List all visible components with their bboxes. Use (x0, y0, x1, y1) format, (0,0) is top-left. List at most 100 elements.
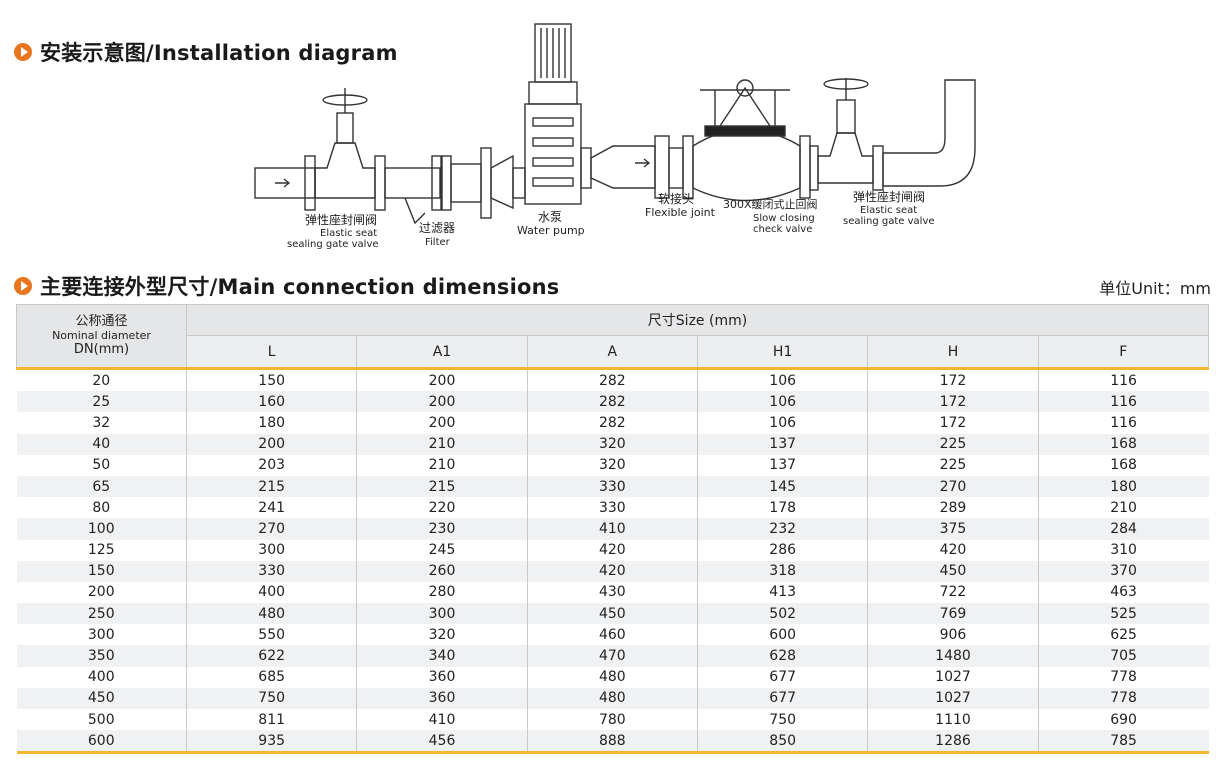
reducer-left (490, 154, 514, 210)
column-header: H (867, 335, 1039, 369)
dimension-cell: 780 (527, 709, 698, 731)
dimension-cell: 286 (697, 539, 869, 561)
dimension-cell: 172 (867, 367, 1039, 392)
installation-diagram: 弹性座封闸阀 Elastic seat sealing gate valve 过… (254, 23, 976, 250)
dimension-cell: 220 (356, 497, 528, 519)
dimension-cell: 310 (1038, 539, 1209, 561)
dimension-cell: 330 (527, 475, 698, 498)
dimension-cell: 1286 (867, 730, 1039, 755)
right-valve-zh: 弹性座封闸阀 (853, 189, 925, 204)
dimension-cell: 550 (186, 624, 358, 646)
dn-cell: 500 (16, 709, 187, 731)
dn-cell: 100 (16, 518, 187, 540)
dimension-cell: 420 (527, 560, 698, 582)
column-header: H1 (696, 335, 869, 369)
dimension-cell: 456 (356, 730, 528, 755)
dimension-cell: 906 (867, 624, 1039, 646)
installation-heading: 安装示意图/Installation diagram (14, 37, 398, 67)
table-row: 125 300 245 420 286 420 310 (16, 539, 1209, 561)
table-row: 100 270 230 410 232 375 284 (16, 518, 1209, 540)
filter-zh: 过滤器 (419, 221, 455, 235)
check-valve-en2: check valve (753, 224, 812, 235)
table-row: 500 811 410 780 750 1110 690 (16, 709, 1209, 731)
dimension-cell: 690 (1038, 709, 1209, 731)
dn-cell: 32 (16, 412, 187, 434)
right-valve-en2: sealing gate valve (843, 216, 935, 227)
dimension-cell: 106 (697, 367, 869, 392)
dimension-cell: 685 (186, 666, 358, 688)
dimension-cell: 168 (1038, 454, 1209, 476)
dimension-cell: 410 (527, 518, 698, 540)
table-row: 350 622 340 470 628 1480 705 (16, 645, 1209, 667)
size-header: 尺寸Size (mm) (186, 304, 1209, 336)
table-row: 65 215 215 330 145 270 180 (16, 475, 1209, 498)
dimension-cell: 203 (186, 454, 358, 476)
dimension-cell: 330 (527, 497, 698, 519)
dn-cell: 125 (16, 539, 187, 561)
dimension-cell: 1027 (867, 666, 1039, 688)
check-valve-zh: 300X缓闭式止回阀 (723, 197, 818, 211)
outlet-elbow (882, 79, 976, 187)
dimension-cell: 225 (867, 433, 1039, 455)
dimension-cell: 340 (356, 645, 528, 667)
dimension-cell: 282 (527, 367, 698, 392)
flow-arrow-icon (275, 178, 291, 188)
dimension-cell: 300 (186, 539, 358, 561)
dimension-cell: 284 (1038, 518, 1209, 540)
dimension-cell: 375 (867, 518, 1039, 540)
pump-zh: 水泵 (538, 210, 562, 224)
column-header: L (185, 335, 358, 369)
dimension-cell: 270 (186, 518, 358, 540)
dimension-cell: 230 (356, 518, 528, 540)
dimension-cell: 850 (697, 730, 869, 755)
dn-header-unit: DN(mm) (73, 342, 130, 357)
dimension-cell: 413 (697, 581, 869, 604)
dimension-cell: 145 (697, 475, 869, 498)
flexible-joint-en: Flexible joint (645, 206, 716, 219)
dimension-cell: 400 (186, 581, 358, 604)
column-header: A1 (356, 335, 528, 369)
dimension-cell: 116 (1038, 412, 1209, 434)
dimension-cell: 785 (1038, 730, 1209, 755)
flow-arrow-icon (635, 158, 651, 168)
dn-cell: 50 (16, 454, 187, 476)
dimension-cell: 320 (527, 454, 698, 476)
dimension-cell: 172 (867, 412, 1039, 434)
dimension-cell: 1480 (867, 645, 1039, 667)
dimension-cell: 215 (356, 475, 528, 498)
column-header-row: L A1 A H1 H F (17, 335, 1210, 369)
dimension-cell: 260 (356, 560, 528, 582)
dimension-cell: 320 (356, 624, 528, 646)
dimension-cell: 480 (527, 687, 698, 709)
dimensions-title: 主要连接外型尺寸/Main connection dimensions (40, 275, 560, 299)
dimension-cell: 622 (186, 645, 358, 667)
dimension-cell: 245 (356, 539, 528, 561)
dimension-cell: 705 (1038, 645, 1209, 667)
dimension-cell: 778 (1038, 687, 1209, 709)
pump-en: Water pump (517, 224, 585, 237)
play-bullet-icon (14, 43, 32, 61)
dimension-cell: 722 (867, 581, 1039, 604)
column-header: A (526, 335, 698, 369)
dimension-cell: 282 (527, 391, 698, 413)
column-header: F (1037, 335, 1210, 369)
dimension-cell: 210 (356, 433, 528, 455)
dimension-cell: 210 (356, 454, 528, 476)
dimension-cell: 137 (697, 433, 869, 455)
dn-cell: 300 (16, 624, 187, 646)
table-row: 150 330 260 420 318 450 370 (16, 560, 1209, 582)
dimension-cell: 200 (356, 412, 528, 434)
flexible-joint (654, 135, 670, 199)
dimension-cell: 300 (356, 603, 528, 625)
dimension-cell: 280 (356, 581, 528, 604)
play-bullet-icon (14, 277, 32, 295)
dimension-cell: 289 (867, 497, 1039, 519)
dn-cell: 450 (16, 687, 187, 709)
dimension-cell: 370 (1038, 560, 1209, 582)
table-row: 300 550 320 460 600 906 625 (16, 624, 1209, 646)
reducer-right (590, 145, 656, 189)
dimension-cell: 106 (697, 391, 869, 413)
check-valve-en1: Slow closing (753, 213, 815, 224)
filter (384, 147, 492, 225)
dimension-cell: 200 (356, 367, 528, 392)
